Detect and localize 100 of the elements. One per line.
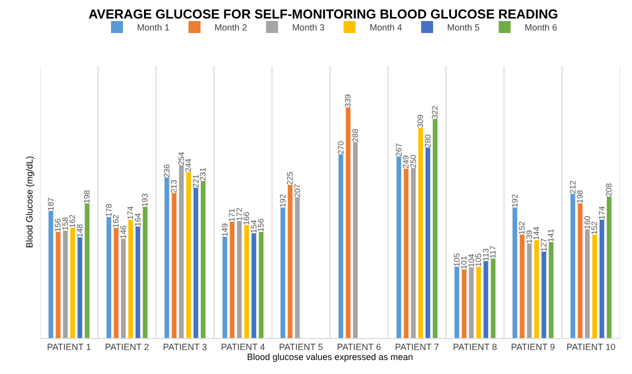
bar — [411, 168, 416, 338]
bar — [128, 220, 133, 338]
bar — [70, 228, 75, 338]
data-label: 192 — [510, 194, 520, 208]
bar — [585, 229, 590, 338]
bar — [426, 148, 430, 338]
bar — [606, 196, 612, 338]
data-label: 146 — [118, 224, 128, 239]
data-label: 144 — [532, 226, 542, 240]
data-label: 221 — [191, 174, 200, 188]
bar — [454, 266, 460, 338]
data-label: 174 — [126, 206, 136, 220]
data-label: 162 — [68, 214, 78, 228]
legend-label: Month 6 — [524, 22, 558, 33]
bar — [106, 216, 112, 338]
data-label: 172 — [234, 207, 244, 222]
bar — [258, 232, 264, 338]
bar — [252, 233, 256, 338]
x-tick-label: PATIENT 1 — [46, 342, 92, 352]
data-label: 174 — [597, 206, 606, 220]
data-label: 160 — [582, 215, 592, 230]
data-label: 148 — [75, 223, 84, 238]
y-axis-title: Blood Glucose (mg/dL) — [24, 156, 34, 248]
bar — [353, 142, 358, 338]
bar — [418, 128, 423, 338]
data-label: 254 — [176, 151, 186, 166]
data-label: 154 — [249, 219, 258, 234]
data-label: 171 — [228, 208, 237, 222]
data-label: 113 — [481, 248, 490, 262]
bar — [404, 168, 408, 338]
data-label: 156 — [256, 218, 266, 232]
x-tick-label: PATIENT 4 — [220, 342, 266, 352]
bar — [164, 178, 170, 338]
data-label: 105 — [452, 252, 462, 267]
bar — [578, 203, 582, 338]
bar — [194, 188, 198, 338]
data-label: 309 — [416, 114, 426, 128]
bar — [432, 119, 438, 338]
bar — [490, 258, 496, 338]
data-label: 187 — [46, 196, 56, 211]
data-label: 162 — [112, 214, 121, 228]
data-label: 104 — [466, 253, 476, 268]
data-label: 231 — [198, 167, 208, 181]
bar — [396, 156, 402, 338]
legend-label: Month 4 — [370, 22, 402, 33]
bar — [338, 154, 344, 338]
bar — [230, 222, 234, 338]
legend-label: Month 3 — [292, 22, 325, 33]
data-label: 244 — [184, 158, 194, 172]
data-label: 152 — [590, 220, 600, 235]
data-label: 192 — [278, 194, 288, 208]
data-label: 101 — [460, 255, 469, 270]
x-tick-label: PATIENT 3 — [162, 342, 208, 352]
bar — [63, 230, 68, 338]
x-tick-label: PATIENT 10 — [566, 342, 616, 352]
data-label: 152 — [518, 220, 527, 235]
bar — [237, 221, 242, 338]
legend-label: Month 2 — [214, 22, 248, 33]
bar — [200, 180, 206, 338]
bar — [244, 225, 249, 338]
bar — [462, 269, 466, 338]
bar — [295, 197, 300, 338]
bar — [592, 234, 597, 338]
data-label: 198 — [82, 189, 92, 204]
bar — [56, 232, 60, 338]
bar — [600, 220, 604, 338]
bar — [222, 236, 228, 338]
x-tick-label: PATIENT 8 — [452, 342, 498, 352]
bar — [542, 252, 546, 338]
data-label: 213 — [170, 179, 179, 194]
bar — [142, 206, 148, 338]
x-axis-title: Blood glucose values expressed as mean — [246, 352, 414, 362]
data-label: 164 — [133, 212, 142, 226]
bar — [520, 234, 524, 338]
bar — [84, 203, 90, 338]
bar — [288, 185, 292, 338]
bar — [469, 267, 474, 338]
data-label: 225 — [286, 171, 295, 186]
x-tick-label: PATIENT 9 — [510, 342, 556, 352]
data-label: 117 — [488, 245, 498, 258]
data-label: 105 — [474, 252, 484, 267]
bar — [78, 237, 82, 338]
data-label: 339 — [344, 94, 353, 108]
data-label: 208 — [604, 182, 614, 197]
bar — [48, 210, 54, 338]
bar — [121, 238, 126, 338]
x-tick-label: PATIENT 7 — [394, 342, 440, 352]
data-label: 127 — [539, 238, 548, 252]
data-label: 249 — [402, 154, 411, 169]
data-label: 141 — [546, 228, 556, 242]
bar — [484, 261, 488, 338]
data-label: 207 — [292, 183, 302, 198]
x-tick-label: PATIENT 2 — [104, 342, 150, 352]
bar — [186, 172, 191, 338]
data-label: 166 — [242, 211, 252, 226]
bar — [548, 242, 554, 338]
bar — [179, 165, 184, 338]
bar — [172, 193, 176, 338]
x-tick-label: PATIENT 6 — [336, 342, 382, 352]
data-label: 280 — [423, 134, 432, 148]
